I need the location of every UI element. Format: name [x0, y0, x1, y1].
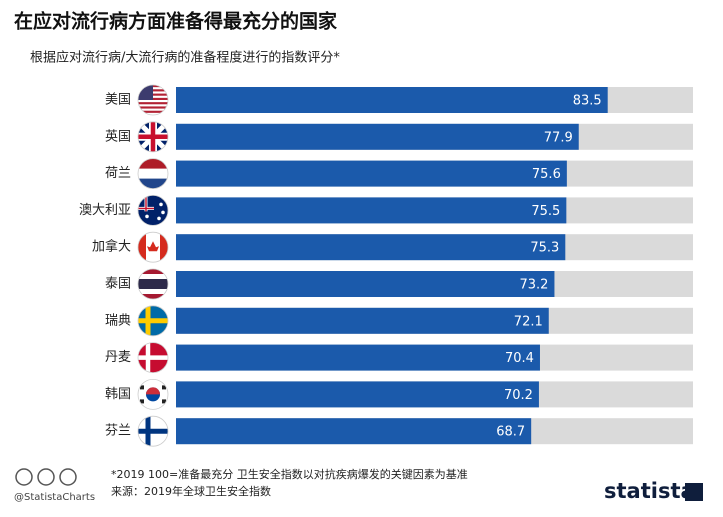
flag-rim — [137, 378, 169, 410]
value-label: 83.5 — [573, 94, 602, 109]
flag — [138, 85, 168, 115]
flag — [138, 305, 168, 336]
flag — [138, 342, 168, 373]
flag-part — [138, 195, 168, 226]
footnote: *2019 100=准备最充分 卫生安全指数以对抗疾病爆发的关键因素为基准 — [111, 467, 468, 481]
flag — [138, 269, 168, 299]
bar — [176, 123, 579, 150]
flag-part — [140, 399, 144, 404]
flag-rim — [137, 305, 169, 337]
flag-part — [138, 195, 154, 212]
value-label: 68.7 — [496, 425, 525, 440]
value-label: 75.3 — [530, 241, 559, 256]
flag-part — [157, 216, 161, 221]
flag-part — [138, 294, 168, 299]
bar — [176, 344, 540, 371]
category-label: 美国 — [105, 93, 131, 108]
flag-rim — [137, 415, 169, 447]
value-label: 75.5 — [531, 204, 560, 219]
cc-icon — [15, 468, 33, 486]
flag — [138, 195, 168, 226]
value-label: 75.6 — [532, 167, 561, 182]
flag — [138, 158, 168, 189]
flag-part — [138, 106, 168, 109]
flag-part — [146, 387, 160, 395]
source: 来源：2019年全球卫生安全指数 — [111, 484, 271, 498]
category-label: 加拿大 — [92, 239, 131, 255]
flag-part — [159, 202, 163, 207]
flag-rim — [137, 231, 169, 263]
flag — [138, 232, 168, 263]
category-label: 荷兰 — [105, 166, 131, 181]
category-label: 英国 — [105, 129, 131, 144]
bar — [176, 271, 555, 297]
value-label: 73.2 — [519, 278, 548, 293]
flag-rim — [137, 194, 169, 226]
flag-rim — [137, 84, 169, 116]
nd-icon — [59, 468, 77, 486]
flag-rim — [137, 268, 169, 300]
credit: @StatistaCharts — [14, 492, 95, 503]
flag-part — [138, 279, 168, 289]
license-icons — [15, 468, 77, 486]
flag-part — [138, 158, 168, 169]
category-label: 瑞典 — [105, 313, 131, 328]
flag-rim — [137, 342, 169, 374]
flag-part — [138, 416, 168, 447]
category-label: 丹麦 — [105, 350, 131, 365]
flag-part — [145, 214, 149, 219]
bar — [176, 381, 539, 408]
category-label: 韩国 — [105, 387, 131, 402]
flag-part — [138, 342, 168, 373]
bar — [176, 87, 608, 113]
flag-part — [147, 241, 159, 252]
flag-part — [140, 385, 144, 390]
category-label: 澳大利亚 — [79, 202, 131, 218]
category-label: 芬兰 — [105, 424, 131, 439]
flag-part — [162, 385, 166, 390]
flag-rim — [137, 121, 169, 153]
flag-part — [138, 110, 168, 113]
flag — [138, 379, 168, 410]
category-label: 泰国 — [105, 277, 131, 292]
value-label: 72.1 — [514, 314, 543, 329]
bar — [176, 418, 532, 445]
flag-rim — [137, 158, 169, 190]
flag-part — [160, 232, 168, 263]
flag-part — [161, 210, 165, 215]
chart-subtitle: 根据应对流行病/大流行病的准备程度进行的指数评分* — [30, 50, 340, 66]
flag-part — [138, 269, 168, 274]
flag-part — [138, 121, 168, 152]
chart-title: 在应对流行病方面准备得最充分的国家 — [14, 10, 338, 33]
bar — [176, 160, 567, 187]
flag-part — [138, 305, 168, 336]
flag-part — [162, 399, 166, 404]
flag-part — [138, 178, 168, 189]
brand-mark — [685, 483, 703, 501]
bar — [176, 234, 566, 261]
flag-part — [138, 232, 146, 263]
flag — [138, 121, 168, 152]
value-label: 70.2 — [504, 388, 533, 403]
value-label: 70.4 — [505, 351, 534, 366]
by-icon — [37, 468, 55, 486]
bar — [176, 197, 567, 224]
value-label: 77.9 — [544, 130, 573, 145]
flag-part — [138, 102, 168, 105]
bar — [176, 307, 549, 334]
brand-logo: statista — [604, 479, 695, 503]
flag — [138, 416, 168, 447]
